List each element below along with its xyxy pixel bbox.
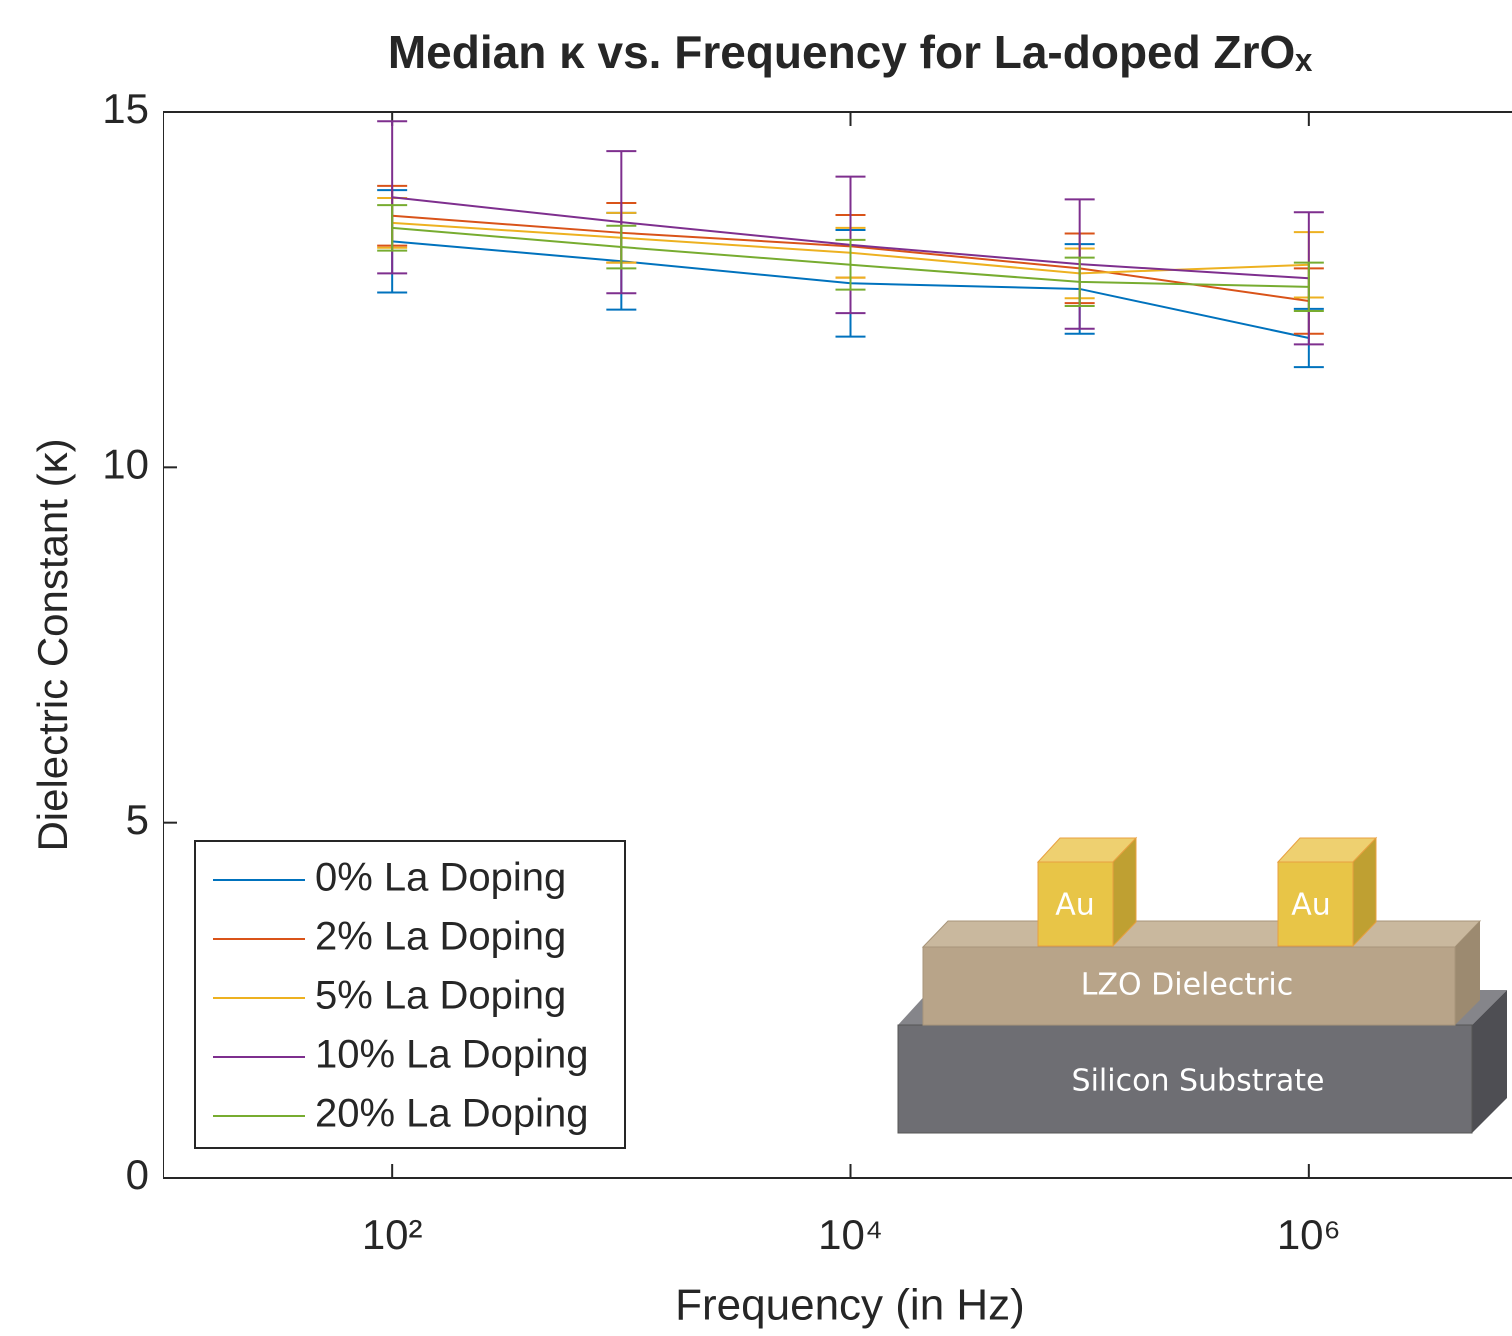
substrate-label: Silicon Substrate — [1072, 1064, 1325, 1099]
legend-label: 2% La Doping — [315, 915, 566, 959]
electrode-label: Au — [1291, 888, 1331, 923]
legend-label: 5% La Doping — [315, 974, 566, 1018]
inset-diagram: Silicon Substrate LZO Dielectric Au Au — [898, 838, 1507, 1133]
y-tick-label: 0 — [126, 1151, 149, 1198]
page: Median κ vs. Frequency for La-doped ZrOₓ… — [0, 0, 1512, 1336]
x-tick-label: 10² — [362, 1211, 423, 1258]
dielectric-top — [923, 921, 1480, 947]
y-axis-label: Dielectric Constant (κ) — [29, 438, 76, 851]
x-tick-label: 10⁶ — [1277, 1211, 1341, 1258]
chart: Median κ vs. Frequency for La-doped ZrOₓ… — [0, 0, 1512, 1336]
error-bar — [606, 151, 636, 293]
electrode-label: Au — [1055, 888, 1095, 923]
chart-title: Median κ vs. Frequency for La-doped ZrOₓ — [388, 26, 1312, 78]
legend-label: 0% La Doping — [315, 856, 566, 900]
x-axis-label: Frequency (in Hz) — [675, 1281, 1025, 1330]
legend-label: 10% La Doping — [315, 1033, 589, 1077]
legend: 0% La Doping 2% La Doping 5% La Doping 10% … — [195, 841, 625, 1148]
y-tick-label: 5 — [126, 796, 149, 843]
x-tick-label: 10⁴ — [818, 1211, 883, 1258]
legend-label: 20% La Doping — [315, 1092, 589, 1136]
y-tick-label: 10 — [102, 440, 149, 487]
dielectric-label: LZO Dielectric — [1081, 968, 1294, 1003]
y-tick-label: 15 — [102, 85, 149, 132]
